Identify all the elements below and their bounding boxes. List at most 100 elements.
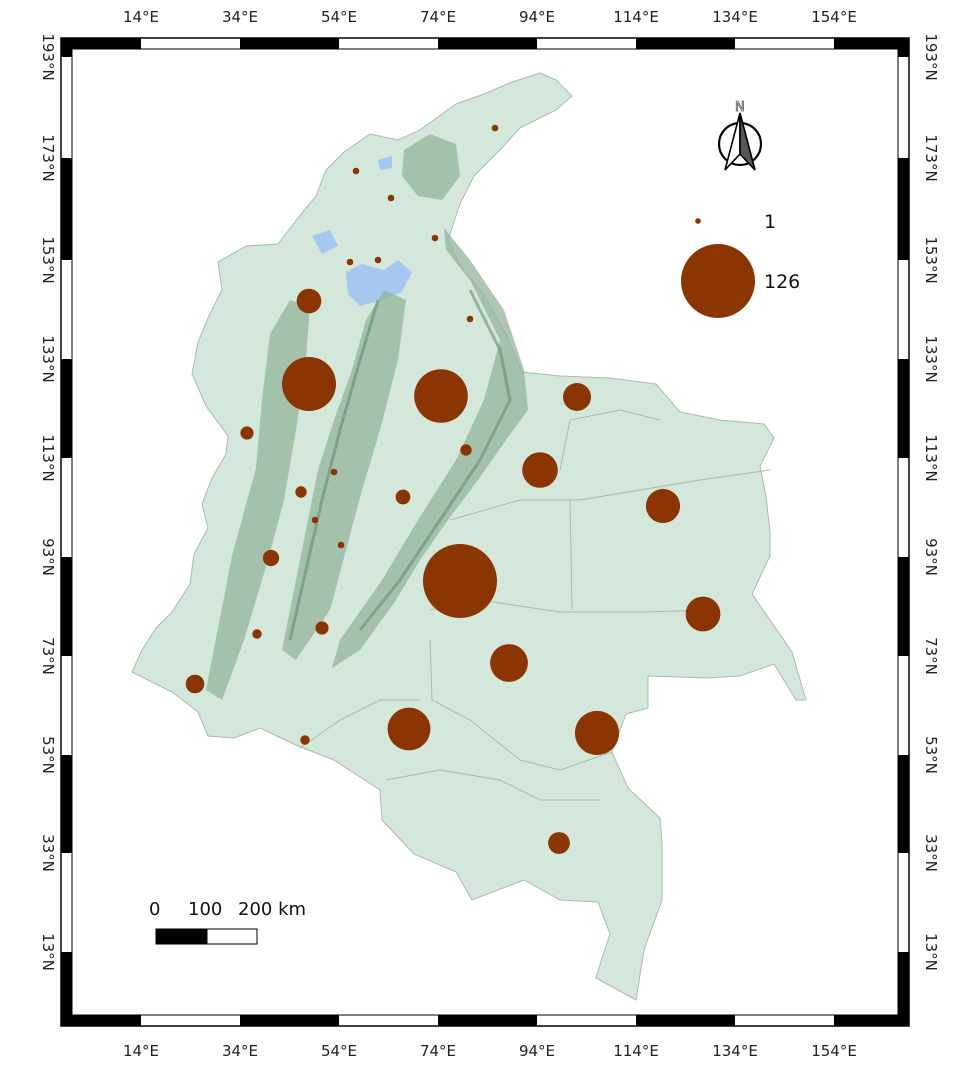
map-symbol — [685, 596, 721, 632]
scale-label-0: 0 — [149, 899, 160, 920]
frame-segment — [438, 1015, 537, 1026]
map-symbol — [387, 194, 395, 202]
latitude-label: 173°N — [922, 134, 940, 181]
central-range — [282, 290, 406, 660]
frame-segment — [240, 1015, 339, 1026]
border-line — [569, 499, 573, 611]
longitude-label: 134°E — [712, 1042, 758, 1060]
map-symbol — [423, 544, 497, 618]
frame-segment — [72, 1015, 141, 1026]
eastern-range — [332, 228, 528, 668]
longitude-label: 94°E — [519, 1042, 555, 1060]
map-symbol — [395, 489, 411, 505]
latitude-label: 133°N — [39, 335, 57, 382]
frame-segment — [898, 49, 909, 57]
scale-label-200: 200 km — [238, 899, 306, 920]
latitude-label: 153°N — [39, 236, 57, 283]
latitude-label: 13°N — [922, 933, 940, 971]
map-symbol — [387, 707, 431, 751]
longitude-label: 114°E — [613, 8, 659, 26]
legend-label-max: 126 — [764, 271, 800, 293]
latitude-label: 93°N — [922, 538, 940, 576]
border-line — [299, 699, 420, 749]
map-symbol — [300, 735, 310, 745]
map-symbol — [185, 674, 205, 694]
frame-segment — [61, 755, 72, 853]
longitude-label: 134°E — [712, 8, 758, 26]
map-symbol — [491, 124, 499, 132]
department-borders — [299, 409, 771, 801]
latitude-label: 53°N — [39, 736, 57, 774]
longitude-label: 34°E — [222, 8, 258, 26]
frame-segment — [61, 952, 72, 1015]
latitude-label: 153°N — [922, 236, 940, 283]
longitude-label: 74°E — [420, 8, 456, 26]
wetland-2 — [312, 230, 338, 254]
map-symbol — [374, 256, 382, 264]
frame-segment — [834, 1015, 898, 1026]
latitude-label: 93°N — [39, 538, 57, 576]
ridge-line — [358, 289, 512, 631]
legend: 1 126 — [668, 94, 806, 326]
frame-segment — [636, 1015, 735, 1026]
wetland — [346, 260, 412, 306]
legend-symbol-min — [695, 218, 701, 224]
map-symbol — [574, 710, 620, 756]
map-symbol — [352, 167, 360, 175]
map-symbol — [645, 488, 681, 524]
scale-segment-black — [155, 928, 208, 945]
frame-segment — [61, 359, 72, 458]
map-symbol — [296, 288, 322, 314]
north-letter: N — [735, 100, 745, 115]
map-symbol — [548, 832, 570, 854]
north-arrow-icon: N — [717, 100, 763, 171]
frame-segment — [61, 158, 72, 260]
map-symbol — [460, 444, 472, 456]
longitude-label: 14°E — [123, 1042, 159, 1060]
frame-segment — [61, 557, 72, 656]
map-symbol — [252, 629, 262, 639]
mountain-ranges — [206, 134, 528, 700]
map-symbol — [311, 516, 319, 524]
frame-segment — [834, 38, 898, 49]
latitude-label: 113°N — [922, 434, 940, 481]
frame-segment — [898, 952, 909, 1015]
latitude-label: 173°N — [39, 134, 57, 181]
latitude-label: 133°N — [922, 335, 940, 382]
frame-segment — [898, 755, 909, 853]
map-symbol — [414, 369, 468, 423]
map-symbol — [282, 357, 336, 411]
longitude-label: 14°E — [123, 8, 159, 26]
ridge-line — [288, 299, 380, 641]
scale-segment-white — [206, 928, 258, 945]
border-line — [449, 469, 771, 521]
lake — [378, 156, 392, 170]
frame-segment — [72, 38, 141, 49]
map-frame — [60, 37, 910, 1027]
latitude-label: 73°N — [922, 637, 940, 675]
map-symbol — [522, 452, 558, 488]
frame-segment — [898, 158, 909, 260]
longitude-label: 114°E — [613, 1042, 659, 1060]
longitude-label: 94°E — [519, 8, 555, 26]
western-range — [206, 300, 310, 700]
border-line — [385, 769, 600, 801]
frame-segment — [898, 557, 909, 656]
latitude-label: 73°N — [39, 637, 57, 675]
latitude-label: 113°N — [39, 434, 57, 481]
graticule-labels: 14°E 14°E 34°E 34°E 54°E 54°E 74°E 74°E 94°E 94°E… — [39, 8, 940, 1060]
latitude-label: 193°N — [39, 33, 57, 80]
map-symbol — [240, 426, 254, 440]
latitude-label: 193°N — [922, 33, 940, 80]
frame-corner — [898, 38, 909, 49]
frame-corner — [898, 1015, 909, 1026]
map-symbol — [315, 621, 329, 635]
scale-label-100: 100 — [188, 899, 222, 920]
map-symbol — [466, 315, 474, 323]
border-line — [559, 409, 661, 471]
legend-symbol-max — [681, 244, 755, 318]
longitude-label: 54°E — [321, 8, 357, 26]
water-bodies — [312, 156, 412, 306]
map-symbol — [563, 383, 591, 411]
